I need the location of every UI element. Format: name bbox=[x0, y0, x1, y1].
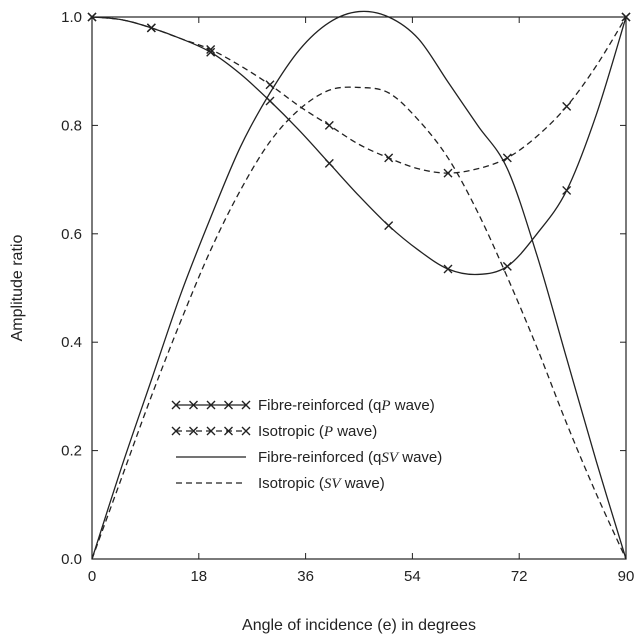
series-2-marker bbox=[562, 101, 572, 111]
series-2-marker bbox=[443, 168, 453, 178]
series-2-marker bbox=[502, 153, 512, 163]
series-line-3 bbox=[91, 10, 627, 560]
x-tick-label: 90 bbox=[618, 568, 635, 585]
series-1-marker bbox=[443, 264, 453, 274]
x-axis-label: Angle of incidence (e) in degrees bbox=[242, 617, 476, 634]
series-line-2 bbox=[91, 16, 627, 174]
series-line-4 bbox=[91, 86, 627, 560]
legend-swatch-marker bbox=[171, 426, 181, 436]
x-tick-label: 54 bbox=[404, 568, 421, 585]
legend-swatch-marker bbox=[189, 400, 198, 410]
series-2-marker bbox=[384, 153, 394, 163]
series-2-marker bbox=[206, 45, 216, 55]
legend-swatch-marker bbox=[224, 426, 233, 436]
x-tick-label: 72 bbox=[511, 568, 528, 585]
legend-swatch-marker bbox=[189, 426, 198, 436]
series-2-marker bbox=[87, 12, 97, 22]
series-1-marker bbox=[384, 221, 394, 231]
legend: Fibre-reinforced (qP wave) Isotropic (P w… bbox=[171, 397, 442, 492]
legend-label: Fibre-reinforced (qSV wave) bbox=[258, 449, 442, 466]
series-2-marker bbox=[324, 120, 334, 130]
series-1-marker bbox=[324, 158, 334, 168]
y-tick-label: 0.0 bbox=[61, 551, 82, 568]
legend-swatch-marker bbox=[224, 400, 233, 410]
y-tick-label: 1.0 bbox=[61, 9, 82, 26]
legend-swatch-marker bbox=[241, 400, 251, 410]
y-tick-label: 0.8 bbox=[61, 117, 82, 134]
legend-label: Fibre-reinforced (qP wave) bbox=[258, 397, 435, 414]
series-2-marker bbox=[146, 23, 156, 33]
x-tick-label: 18 bbox=[190, 568, 207, 585]
axis-ticks: 0 18 36 54 72 90 0.0 0.2 0.4 0.6 0.8 1.0 bbox=[61, 9, 634, 585]
legend-swatch-marker bbox=[206, 400, 216, 410]
series-line-1 bbox=[91, 16, 627, 276]
y-tick-label: 0.6 bbox=[61, 226, 82, 243]
legend-swatch-marker bbox=[171, 400, 181, 410]
series-1-marker bbox=[502, 261, 512, 271]
x-tick-label: 0 bbox=[88, 568, 96, 585]
legend-label: Isotropic (P wave) bbox=[258, 423, 377, 440]
legend-swatch-marker bbox=[206, 426, 216, 436]
series-layer bbox=[87, 10, 631, 560]
series-1-marker bbox=[206, 47, 216, 57]
legend-label: Isotropic (SV wave) bbox=[258, 475, 385, 492]
y-tick-label: 0.4 bbox=[61, 334, 82, 351]
legend-swatch-marker bbox=[241, 426, 251, 436]
plot-frame bbox=[91, 16, 627, 560]
y-tick-label: 0.2 bbox=[61, 443, 82, 460]
series-2-marker bbox=[621, 12, 631, 22]
series-1-marker bbox=[562, 185, 572, 195]
x-tick-label: 36 bbox=[297, 568, 314, 585]
y-axis-label: Amplitude ratio bbox=[9, 235, 26, 342]
